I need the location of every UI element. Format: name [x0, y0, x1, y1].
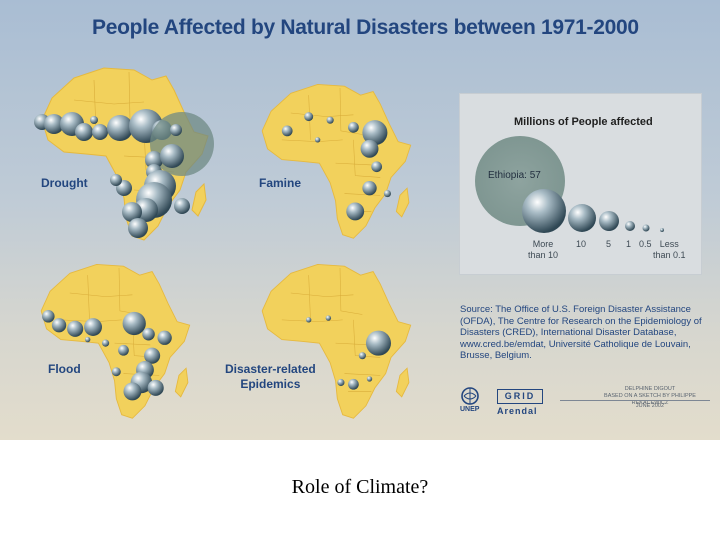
bubble-1: [51, 318, 67, 333]
country-borders: [281, 267, 381, 392]
bubble-3: [337, 378, 345, 387]
bubble-7: [144, 347, 161, 364]
bubble-0: [365, 330, 391, 356]
bubble-1: [358, 352, 366, 360]
madagascar-landmass: [395, 367, 410, 398]
bubble-3: [84, 318, 102, 336]
credit-divider: [560, 400, 710, 401]
unep-logo-text: UNEP: [460, 406, 480, 413]
africa-landmass: [261, 83, 412, 239]
label-flood: Flood: [48, 362, 81, 376]
credit-date: JUNE 2002: [635, 403, 665, 409]
bubble-20: [170, 124, 182, 136]
label-famine: Famine: [259, 176, 302, 190]
bubble-14: [102, 339, 110, 347]
bubble-3: [348, 121, 359, 133]
bubble-8: [346, 202, 365, 221]
legend-label-10: 10: [576, 239, 587, 249]
africa-landmass: [261, 263, 412, 419]
legend-bubble-5: [599, 211, 619, 231]
bubble-10: [314, 137, 321, 143]
bubble-4: [92, 124, 108, 140]
bubble-9: [383, 189, 391, 198]
legend-bubble-10: [568, 204, 596, 232]
bubble-7: [362, 181, 377, 196]
label-drought: Drought: [41, 176, 88, 190]
bubble-10: [123, 382, 142, 401]
bubble-11: [147, 379, 164, 396]
bubble-4: [362, 120, 388, 146]
legend-label-less-than-0-1: Less than 0.1: [653, 239, 686, 260]
legend-bubble-0-5: [642, 224, 650, 232]
map-famine: [261, 83, 412, 239]
bubble-3: [75, 123, 93, 141]
bubble-10: [160, 144, 184, 168]
legend-panel: Millions of People affected Ethi: [459, 93, 702, 275]
map-credit: DELPHINE DIGOUT BASED ON A SKETCH BY PHI…: [604, 386, 696, 406]
legend-callout-ethiopia: Ethiopia: 57: [488, 170, 541, 181]
infographic-poster: People Affected by Natural Disasters bet…: [0, 0, 720, 440]
grid-logo: GRID: [497, 389, 543, 404]
bubble-15: [85, 336, 91, 343]
poster-title: People Affected by Natural Disasters bet…: [92, 16, 639, 39]
bubble-17: [174, 198, 190, 214]
bubble-12: [111, 367, 121, 377]
bubble-5: [142, 327, 155, 341]
bubble-6: [325, 315, 332, 321]
bubble-2: [326, 116, 334, 124]
bubble-1: [44, 114, 64, 134]
legend-label-1: 1: [626, 239, 632, 249]
bubble-4: [366, 376, 373, 382]
bubble-4: [122, 311, 146, 336]
bubble-0: [42, 310, 55, 323]
africa-landmass: [40, 263, 191, 419]
map-flood: [40, 263, 191, 419]
bubble-6: [157, 330, 172, 345]
bubble-5: [107, 115, 133, 141]
legend-bubbles: [475, 136, 664, 233]
bubble-2: [348, 378, 359, 390]
madagascar-landmass: [395, 187, 410, 218]
legend-label-5: 5: [606, 239, 612, 249]
bubble-5: [360, 139, 379, 158]
bubble-16: [128, 218, 148, 238]
legend-label-0-5: 0.5: [639, 239, 652, 249]
legend-label-more-than-10: More than 10: [528, 239, 559, 260]
label-epidemics: Disaster-related Epidemics: [225, 362, 316, 391]
bubble-6: [371, 161, 383, 173]
arendal-logo-text: Arendal: [497, 406, 538, 416]
legend-bubble-less-than-0-1: [660, 228, 664, 232]
map-drought: [34, 67, 214, 241]
slide-caption: Role of Climate?: [291, 476, 429, 498]
bubble-5: [306, 317, 312, 323]
bubble-1: [304, 112, 314, 122]
bubble-21: [90, 116, 98, 124]
bubble-19: [110, 174, 122, 186]
bubble-2: [67, 320, 84, 337]
madagascar-landmass: [191, 182, 207, 217]
bubble-13: [118, 344, 129, 356]
source-text: Source: The Office of U.S. Foreign Disas…: [460, 304, 702, 361]
bubble-9: [145, 151, 163, 169]
legend-title: Millions of People affected: [514, 116, 653, 128]
legend-bubble-1: [625, 221, 635, 231]
bubble-15: [122, 202, 142, 222]
madagascar-landmass: [174, 367, 189, 398]
bubble-0: [281, 125, 293, 137]
legend-bubble-more-than-10: [522, 189, 566, 233]
unep-logo: [461, 387, 479, 405]
map-epidemics: [261, 263, 412, 419]
